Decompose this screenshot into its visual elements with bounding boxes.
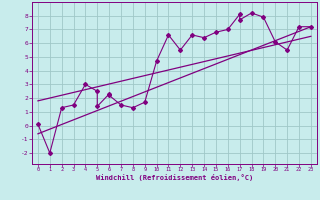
X-axis label: Windchill (Refroidissement éolien,°C): Windchill (Refroidissement éolien,°C) [96,174,253,181]
